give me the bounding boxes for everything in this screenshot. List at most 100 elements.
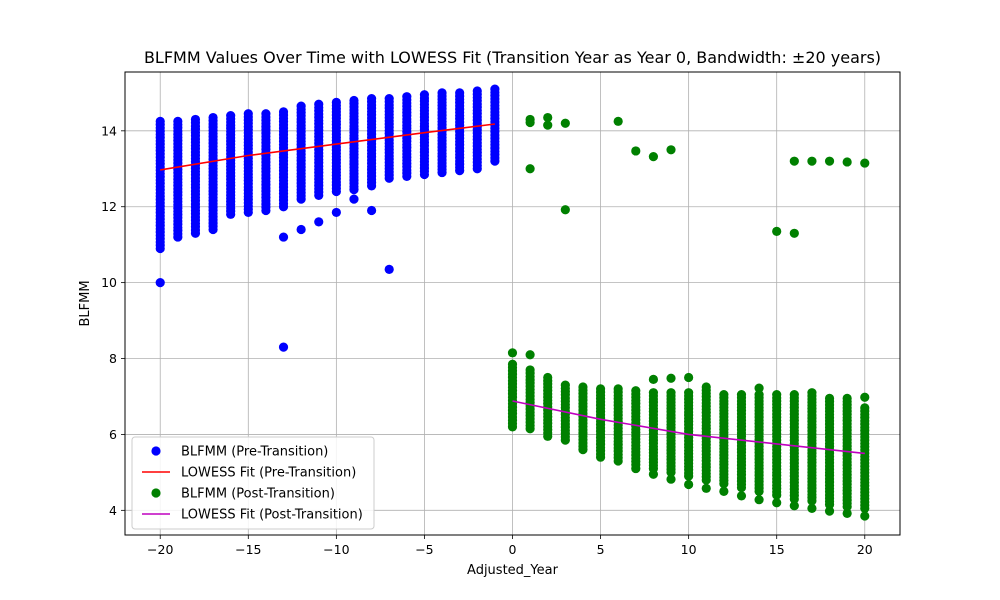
data-point [490,84,500,94]
y-tick-label: 10 [101,275,117,290]
data-point [349,194,359,204]
data-point [666,474,676,484]
data-point [772,498,782,508]
x-axis-label: Adjusted_Year [467,563,559,578]
data-point [807,156,817,166]
data-point [296,101,306,111]
data-point [331,97,341,107]
data-point [190,114,201,125]
legend-label: BLFMM (Post-Transition) [181,487,335,502]
data-point [736,389,747,400]
data-point [789,156,799,166]
x-tick-label: 10 [681,542,697,557]
data-point [684,388,694,398]
data-point [472,86,482,96]
data-point [701,483,711,493]
data-point [560,380,570,390]
legend-label: LOWESS Fit (Pre-Transition) [181,466,356,481]
data-point [824,506,835,516]
data-point [419,90,430,100]
data-point [684,372,694,383]
data-point [437,88,447,98]
data-point [543,372,553,383]
data-point [296,224,306,235]
axis-ticks: −20 −15 −10 −5 0 5 10 15 20 4 6 8 10 12 14 [101,123,873,557]
data-point [525,350,535,360]
data-point [331,207,341,218]
data-point [860,403,870,413]
data-point [631,386,641,396]
data-point [719,389,729,400]
x-tick-label: 15 [769,542,785,557]
data-point [543,120,553,130]
chart-title: BLFMM Values Over Time with LOWESS Fit (… [144,48,881,67]
data-point [384,93,394,104]
y-axis-label: BLFMM [78,280,93,326]
data-point [754,495,764,505]
data-point [173,116,183,126]
data-point [155,278,165,288]
x-tick-label: 0 [509,542,517,557]
legend-marker-swatch [151,488,161,498]
data-point [261,109,271,119]
data-point [631,146,641,156]
y-tick-label: 12 [101,199,117,214]
data-point [719,486,729,496]
data-point [666,373,676,383]
fit-line [512,400,865,455]
data-point [842,508,852,518]
data-point [455,88,465,98]
data-point [525,164,535,174]
data-point [824,156,835,166]
data-point [525,365,535,375]
data-point [507,359,518,369]
data-point [402,92,412,102]
data-point [666,388,676,398]
data-point [278,107,289,117]
y-tick-label: 8 [109,351,117,366]
data-point [789,228,799,238]
fit-line [160,123,495,171]
data-point [648,374,659,385]
data-point [772,226,782,236]
data-point [789,389,799,400]
data-point [648,469,659,479]
data-point [613,116,623,126]
data-point [243,109,253,119]
data-point [807,388,817,398]
data-point [226,111,236,121]
data-point [366,93,377,104]
data-point [701,382,711,392]
y-tick-label: 14 [101,123,117,138]
x-tick-label: 20 [857,542,873,557]
data-point [595,384,606,394]
data-point [384,264,394,274]
legend-marker-swatch [151,446,161,456]
x-tick-label: −20 [147,542,173,557]
y-tick-label: 4 [109,503,117,518]
data-point [754,383,764,393]
data-point [842,157,852,167]
data-point [754,389,764,400]
data-point [507,348,518,358]
data-point [648,388,659,398]
y-tick-label: 6 [109,427,117,442]
x-tick-label: −5 [415,542,433,557]
data-point [278,232,289,242]
data-point [525,117,535,128]
data-point [560,118,570,128]
legend-label: BLFMM (Pre-Transition) [181,445,328,460]
data-point [824,393,835,403]
data-point [543,112,553,123]
data-point [314,99,324,109]
data-point [208,112,218,123]
data-point [613,384,623,394]
legend: BLFMM (Pre-Transition) LOWESS Fit (Pre-Tr… [131,436,375,530]
data-point [578,382,588,392]
data-point [860,392,870,402]
data-point [155,116,165,126]
fit-lines [160,123,865,455]
data-point [772,389,782,400]
data-point [666,145,676,155]
